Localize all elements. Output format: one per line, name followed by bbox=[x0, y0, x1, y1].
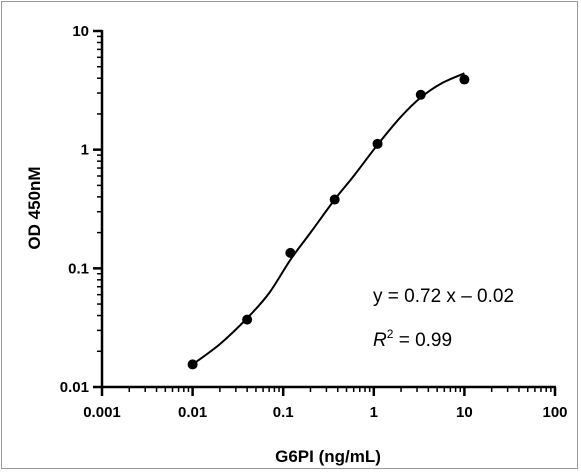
data-point bbox=[459, 74, 470, 85]
y-tick-label: 0.01 bbox=[60, 379, 89, 396]
r-squared-annotation: R2 = 0.99 bbox=[373, 327, 452, 351]
y-axis-title: OD 450nM bbox=[25, 166, 44, 249]
r-squared-symbol: R bbox=[373, 330, 387, 351]
y-tick-label: 10 bbox=[72, 23, 89, 40]
data-point bbox=[242, 314, 253, 325]
fit-curve bbox=[191, 72, 465, 366]
equation-annotation: y = 0.72 x – 0.02 bbox=[373, 286, 514, 307]
y-tick-label: 0.1 bbox=[68, 260, 89, 277]
x-tick-label: 10 bbox=[456, 404, 473, 421]
r-squared-superscript: 2 bbox=[387, 327, 394, 341]
x-tick-label: 0.1 bbox=[273, 404, 294, 421]
data-points bbox=[187, 74, 470, 370]
data-point bbox=[329, 194, 340, 205]
y-tick-label: 1 bbox=[81, 142, 89, 159]
data-point bbox=[415, 89, 426, 100]
tick-group: 0.01 0.1 1 10 0.001 0.01 0.1 1 10 100 bbox=[60, 23, 568, 421]
x-tick-label: 0.01 bbox=[178, 404, 207, 421]
x-tick-label: 0.001 bbox=[83, 404, 121, 421]
x-tick-label: 100 bbox=[542, 404, 567, 421]
data-point bbox=[285, 247, 296, 258]
r-squared-value: = 0.99 bbox=[393, 330, 452, 351]
x-tick-label: 1 bbox=[370, 404, 378, 421]
x-axis-title: G6PI (ng/mL) bbox=[275, 447, 381, 466]
data-point bbox=[187, 359, 198, 370]
data-point bbox=[372, 138, 383, 149]
